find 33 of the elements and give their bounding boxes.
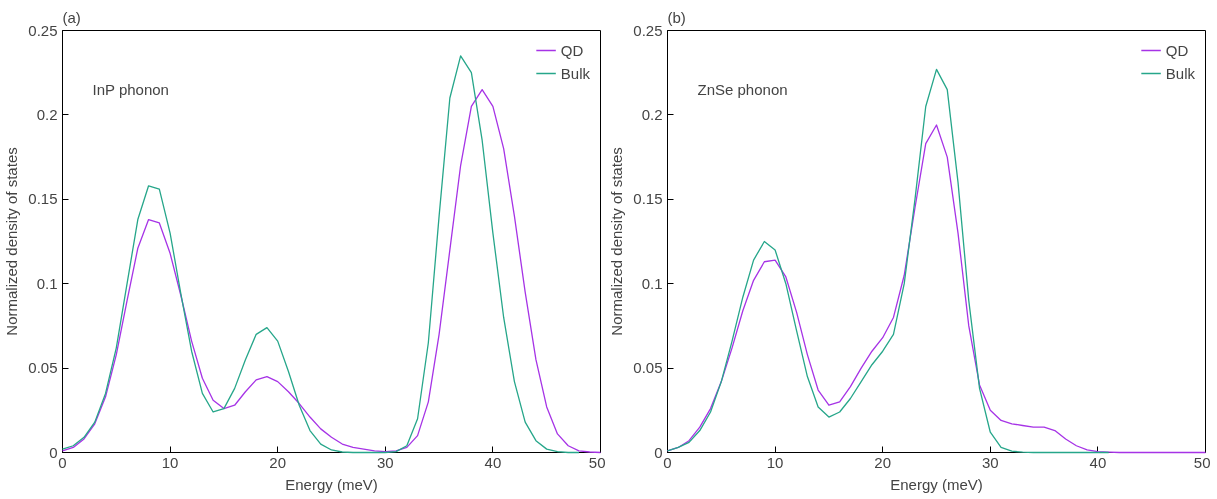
legend-label: QD xyxy=(1165,41,1189,59)
x-tick-label: 40 xyxy=(484,453,502,471)
chart-title: (a) xyxy=(62,8,81,26)
x-tick-label: 10 xyxy=(161,453,179,471)
y-tick-label: 0.05 xyxy=(633,359,663,377)
y-tick-label: 0.15 xyxy=(28,190,58,208)
x-tick-label: 10 xyxy=(766,453,784,471)
chart-title: (b) xyxy=(667,8,686,26)
x-tick-label: 40 xyxy=(1089,453,1107,471)
x-tick-label: 50 xyxy=(588,453,606,471)
legend-label: QD xyxy=(560,41,584,59)
line-series xyxy=(666,68,1110,454)
x-tick-label: 30 xyxy=(981,453,999,471)
x-tick-label: 50 xyxy=(1193,453,1211,471)
annotation: InP phonon xyxy=(92,80,169,98)
legend-label: Bulk xyxy=(1165,64,1195,82)
y-tick-label: 0.15 xyxy=(633,190,663,208)
y-tick-label: 0.2 xyxy=(36,105,58,123)
y-tick-label: 0.25 xyxy=(633,21,663,39)
x-tick-label: 20 xyxy=(269,453,287,471)
x-axis-title: Energy (meV) xyxy=(890,475,983,493)
y-tick-label: 0.05 xyxy=(28,359,58,377)
y-tick-label: 0.25 xyxy=(28,21,58,39)
y-axis-title: Normalized density of states xyxy=(3,147,21,336)
x-tick-label: 30 xyxy=(376,453,394,471)
y-axis-title: Normalized density of states xyxy=(608,147,626,336)
x-tick-label: 20 xyxy=(874,453,892,471)
y-tick-label: 0.1 xyxy=(641,274,663,292)
y-tick-label: 0.1 xyxy=(36,274,58,292)
y-tick-label: 0.2 xyxy=(641,105,663,123)
x-axis-title: Energy (meV) xyxy=(285,475,378,493)
legend-label: Bulk xyxy=(560,64,590,82)
annotation: ZnSe phonon xyxy=(697,80,788,98)
